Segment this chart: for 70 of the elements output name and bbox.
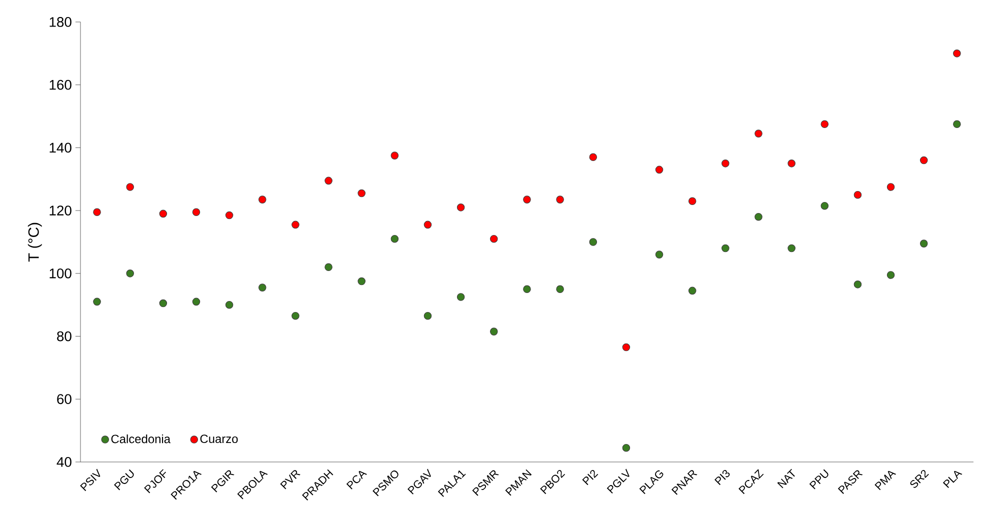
y-tick-label: 140: [50, 142, 72, 153]
y-tick-label: 60: [57, 394, 72, 404]
point: [688, 197, 696, 206]
x-tick-label: PI2: [582, 470, 598, 486]
point: [655, 166, 664, 174]
point: [556, 196, 564, 204]
y-tick-label: 160: [50, 80, 72, 90]
point: [358, 277, 366, 286]
point: [159, 210, 168, 218]
point: [788, 244, 796, 252]
point: [225, 300, 234, 309]
point: [126, 270, 134, 278]
point: [854, 190, 862, 199]
point: [192, 208, 200, 216]
point: [953, 50, 961, 58]
point: [424, 220, 432, 229]
point: [920, 240, 928, 248]
point: [358, 189, 366, 198]
point: [390, 234, 399, 243]
y-axis-title: T (°C): [28, 222, 42, 262]
point: [722, 160, 730, 168]
point: [258, 196, 266, 204]
point: [754, 212, 762, 221]
y-tick-label: 80: [57, 331, 72, 342]
point: [788, 160, 796, 168]
point: [556, 285, 564, 294]
point: [854, 280, 862, 288]
legend-label: Cuarzo: [200, 434, 238, 444]
point: [953, 120, 961, 128]
y-tick-label: 100: [50, 268, 72, 278]
point: [722, 244, 730, 252]
y-tick-label: 180: [50, 17, 72, 27]
point: [886, 271, 895, 279]
point: [390, 152, 399, 160]
x-tick-label: SR2: [910, 470, 929, 488]
point: [192, 298, 200, 306]
point: [324, 176, 332, 185]
x-tick-label: PI3: [714, 470, 730, 486]
x-tick-label: PLA: [942, 470, 962, 488]
point: [589, 153, 598, 162]
point: [456, 293, 465, 301]
point: [93, 298, 101, 306]
point: [126, 183, 134, 191]
point: [225, 211, 234, 220]
point: [490, 234, 498, 243]
point: [93, 208, 101, 216]
point: [292, 312, 300, 320]
point: [920, 156, 928, 164]
legend-label: Calcedonia: [111, 434, 171, 444]
x-tick-label: PCA: [346, 470, 367, 490]
point: [688, 286, 696, 295]
point: [523, 285, 531, 294]
point: [258, 284, 266, 292]
point: [820, 202, 829, 210]
point: [456, 204, 465, 212]
y-tick-label: 40: [56, 457, 72, 467]
point: [490, 328, 498, 336]
point: [754, 130, 762, 138]
point: [159, 299, 168, 308]
point: [324, 263, 332, 272]
y-tick-label: 120: [50, 206, 72, 216]
point: [424, 312, 432, 320]
point: [820, 120, 829, 128]
point: [622, 444, 630, 452]
point: [292, 220, 300, 229]
point: [655, 250, 664, 258]
point: [886, 183, 895, 191]
point: [523, 196, 531, 204]
point: [622, 343, 630, 352]
point: [589, 238, 598, 246]
